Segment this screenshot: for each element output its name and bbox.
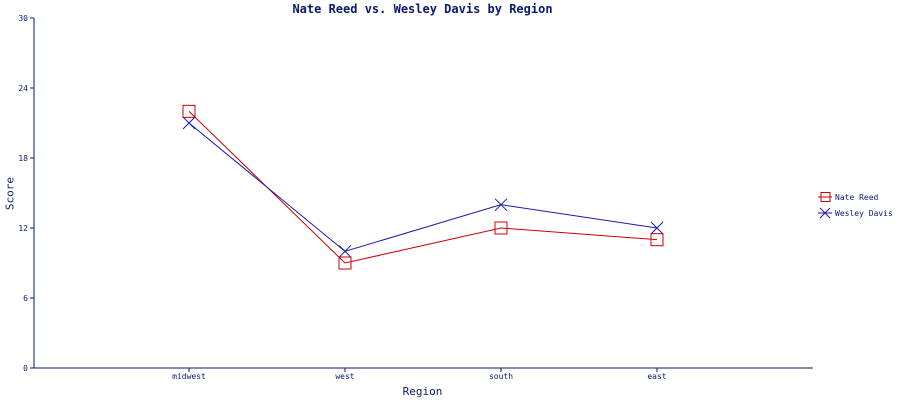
- x-tick-label: east: [647, 372, 666, 381]
- legend-item-nate-reed: Nate Reed: [818, 189, 893, 205]
- y-tick-label: 30: [18, 14, 28, 23]
- data-point-x-1-0: [182, 116, 196, 130]
- data-point-x-1-3: [650, 221, 664, 235]
- data-point-square-0-2: [494, 221, 508, 235]
- y-tick-label: 24: [18, 84, 28, 93]
- series-line-0: [188, 110, 658, 264]
- chart-title: Nate Reed vs. Wesley Davis by Region: [292, 2, 553, 16]
- legend-swatch-square-icon: [818, 192, 832, 202]
- data-point-x-1-2: [494, 198, 508, 212]
- legend-item-wesley-davis: Wesley Davis: [818, 205, 893, 221]
- legend-swatch-x-icon: [818, 207, 832, 219]
- y-tick-label: 12: [18, 224, 28, 233]
- data-point-square-0-1: [338, 256, 352, 270]
- x-tick-label: west: [335, 372, 354, 381]
- data-point-square-0-0: [182, 104, 196, 118]
- y-tick-label: 18: [18, 154, 28, 163]
- legend-label-nate-reed: Nate Reed: [835, 192, 879, 202]
- series-line-1: [188, 122, 658, 252]
- y-axis-label: Score: [3, 176, 17, 211]
- data-point-x-1-1: [338, 244, 352, 258]
- x-tick-label: midwest: [172, 372, 206, 381]
- y-tick-label: 0: [23, 364, 28, 373]
- data-point-square-0-3: [650, 233, 664, 247]
- legend: Nate Reed Wesley Davis: [818, 189, 893, 221]
- y-tick-label: 6: [23, 294, 28, 303]
- x-tick-label: south: [489, 372, 513, 381]
- legend-label-wesley-davis: Wesley Davis: [835, 208, 893, 218]
- x-axis-label: Region: [402, 385, 443, 398]
